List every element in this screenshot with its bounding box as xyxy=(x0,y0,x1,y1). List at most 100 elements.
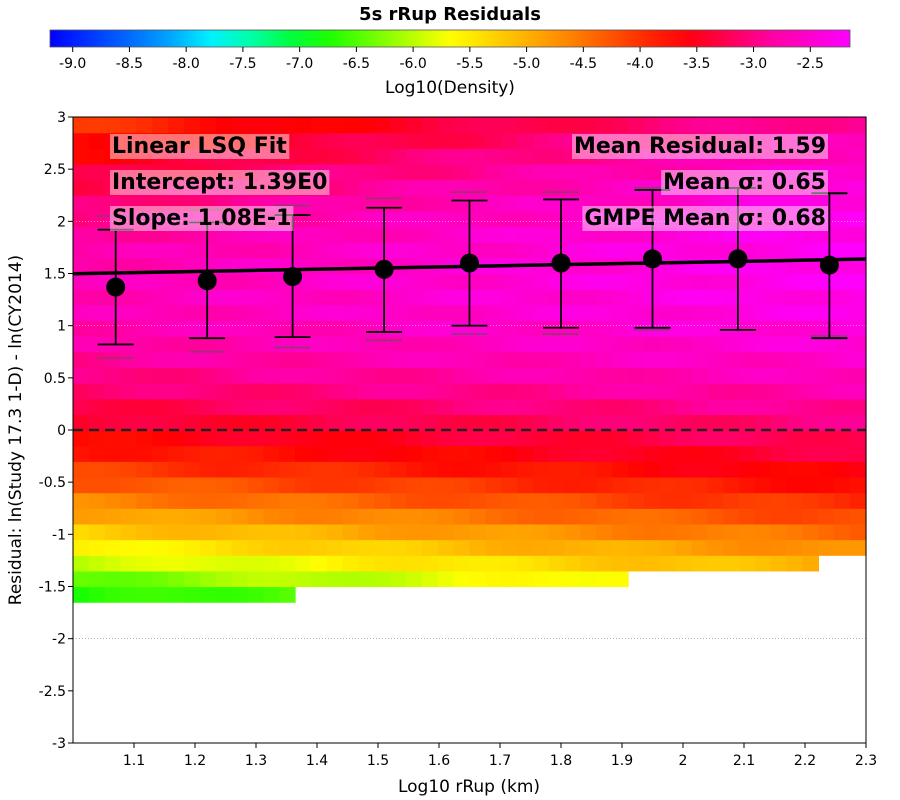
heatmap-cell xyxy=(342,320,360,337)
heatmap-cell xyxy=(406,383,423,400)
heatmap-cell xyxy=(390,132,407,149)
heatmap-cell xyxy=(643,492,661,509)
heatmap-cell xyxy=(723,508,740,525)
heatmap-cell xyxy=(406,539,423,556)
heatmap-cell xyxy=(818,304,835,322)
heatmap-cell xyxy=(517,398,534,415)
heatmap-cell xyxy=(612,430,629,447)
heatmap-cell xyxy=(675,523,693,541)
heatmap-cell xyxy=(548,523,566,541)
heatmap-cell xyxy=(215,445,233,462)
heatmap-cell xyxy=(73,336,90,353)
y-tick-label: -2.5 xyxy=(39,684,66,700)
heatmap-cell xyxy=(485,476,502,494)
heatmap-cell xyxy=(723,414,740,431)
heatmap-cell xyxy=(802,242,820,259)
heatmap-cell xyxy=(675,132,693,149)
heatmap-cell xyxy=(120,367,138,384)
heatmap-cell xyxy=(580,539,597,556)
heatmap-cell xyxy=(628,539,645,556)
heatmap-cell xyxy=(247,195,264,212)
heatmap-cell xyxy=(786,242,804,259)
heatmap-cell xyxy=(834,367,851,384)
annotation-background xyxy=(110,170,330,195)
heatmap-cell xyxy=(342,273,360,290)
heatmap-cell xyxy=(279,430,296,447)
heatmap-cell xyxy=(199,414,217,431)
heatmap-cell xyxy=(469,570,486,588)
annotation-background xyxy=(661,170,828,195)
heatmap-cell xyxy=(612,476,629,494)
heatmap-cell xyxy=(88,273,106,290)
heatmap-cell xyxy=(453,195,471,212)
heatmap-cell xyxy=(548,273,566,290)
heatmap-cell xyxy=(818,351,835,368)
heatmap-cell xyxy=(548,179,566,196)
heatmap-cell xyxy=(310,461,328,478)
heatmap-cell xyxy=(548,570,566,588)
heatmap-cell xyxy=(73,304,90,322)
heatmap-cell xyxy=(152,257,169,275)
heatmap-cell xyxy=(279,226,296,243)
heatmap-cell xyxy=(596,398,613,415)
heatmap-cell xyxy=(136,461,153,478)
heatmap-cell xyxy=(421,304,439,322)
heatmap-cell xyxy=(675,445,693,462)
heatmap-cell xyxy=(850,242,867,259)
heatmap-cell xyxy=(786,476,804,494)
heatmap-cell xyxy=(199,320,217,337)
heatmap-cell xyxy=(374,351,391,368)
heatmap-cell xyxy=(754,226,772,243)
heatmap-cell xyxy=(564,570,582,588)
heatmap-cell xyxy=(421,367,439,384)
heatmap-cell xyxy=(834,398,851,415)
heatmap-cell xyxy=(548,226,566,243)
heatmap-cell xyxy=(104,242,122,259)
heatmap-cell xyxy=(739,555,756,572)
heatmap-cell xyxy=(532,226,550,243)
heatmap-cell xyxy=(358,257,375,275)
heatmap-cell xyxy=(168,195,185,212)
heatmap-cell xyxy=(437,273,455,290)
heatmap-cell xyxy=(326,398,344,415)
heatmap-cell xyxy=(786,461,804,478)
heatmap-cell xyxy=(184,398,201,415)
heatmap-cell xyxy=(279,383,296,400)
heatmap-cell xyxy=(279,195,296,212)
heatmap-cell xyxy=(834,273,851,290)
heatmap-cell xyxy=(707,132,724,149)
heatmap-cell xyxy=(628,430,645,447)
heatmap-cell xyxy=(786,430,804,447)
heatmap-cell xyxy=(580,320,597,337)
heatmap-cell xyxy=(691,430,708,447)
heatmap-cell xyxy=(390,367,407,384)
heatmap-cell xyxy=(104,117,122,134)
heatmap-cell xyxy=(358,163,375,181)
y-tick-label: 2 xyxy=(57,214,66,230)
heatmap-cell xyxy=(295,508,312,525)
heatmap-cell xyxy=(358,351,375,368)
heatmap-cell xyxy=(517,351,534,368)
heatmap-cell xyxy=(104,570,122,588)
heatmap-cell xyxy=(754,289,772,306)
heatmap-cell xyxy=(469,289,486,306)
heatmap-cell xyxy=(501,210,518,228)
heatmap-cell xyxy=(501,430,518,447)
heatmap-cell xyxy=(88,445,106,462)
heatmap-cell xyxy=(199,226,217,243)
heatmap-cell xyxy=(850,179,867,196)
heatmap-cell xyxy=(152,336,169,353)
heatmap-cell xyxy=(659,304,677,322)
heatmap-cell xyxy=(469,539,486,556)
heatmap-cell xyxy=(310,132,328,149)
heatmap-cell xyxy=(374,163,391,181)
heatmap-cell xyxy=(184,273,201,290)
heatmap-cell xyxy=(136,148,153,165)
heatmap-cell xyxy=(469,320,486,337)
heatmap-cell xyxy=(104,226,122,243)
heatmap-cell xyxy=(168,226,185,243)
heatmap-cell xyxy=(564,476,582,494)
heatmap-cell xyxy=(532,179,550,196)
heatmap-cell xyxy=(231,414,249,431)
heatmap-cell xyxy=(184,320,201,337)
